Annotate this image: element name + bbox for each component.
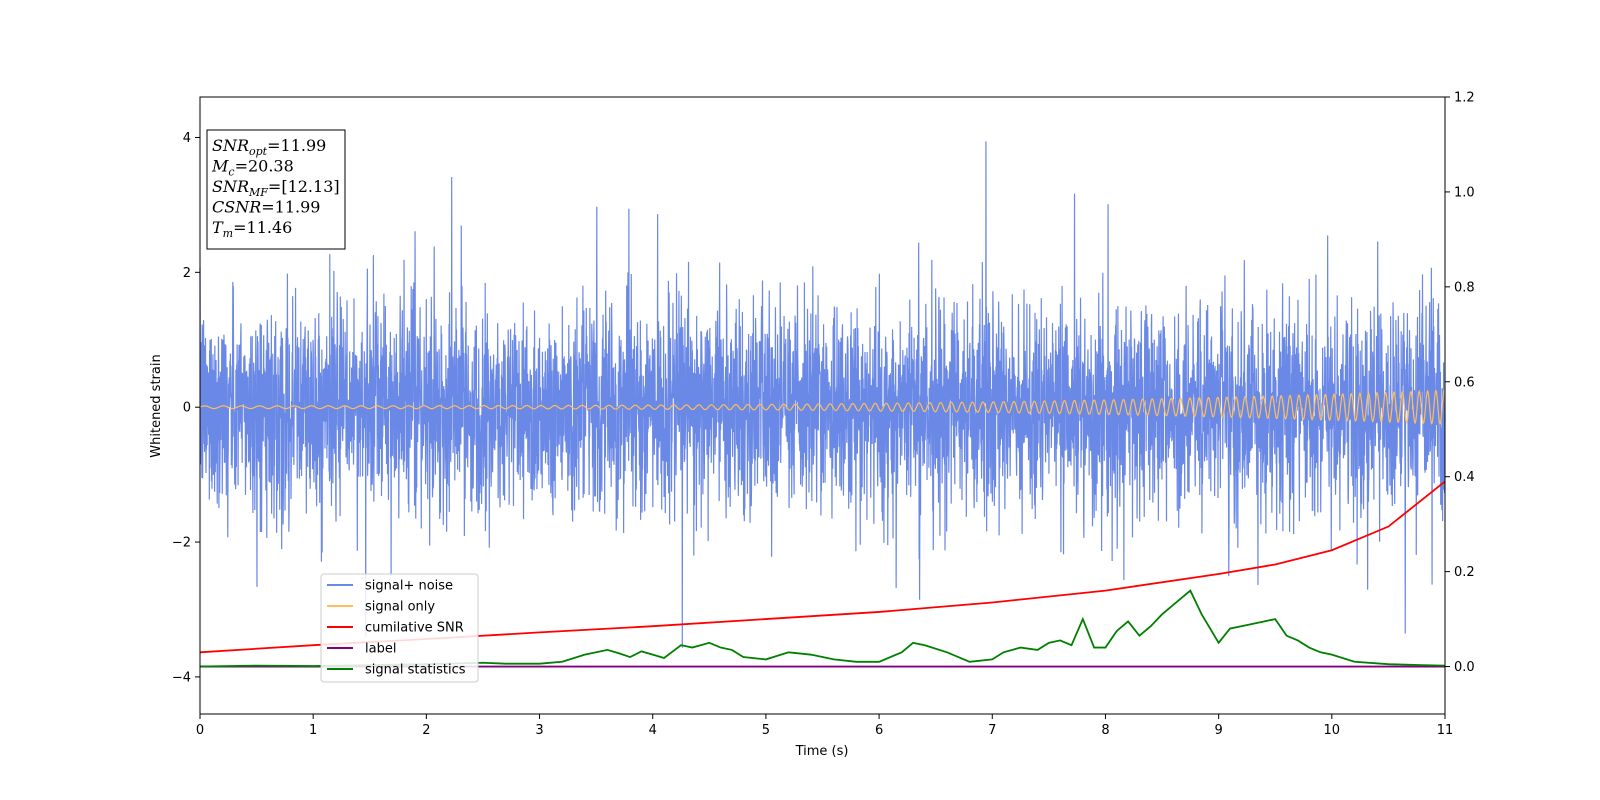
x-tick-label: 8 <box>1101 723 1109 738</box>
series-signal-only <box>199 389 1446 426</box>
x-tick-label: 11 <box>1437 723 1454 738</box>
x-tick-label: 6 <box>875 723 883 738</box>
y2-tick-label: 0.6 <box>1454 375 1475 390</box>
y-axis-left: −4 −2 0 2 4 <box>172 131 200 685</box>
legend-entry: signal only <box>365 600 435 615</box>
y2-tick-label: 0.8 <box>1454 280 1475 295</box>
y2-tick-label: 0.2 <box>1454 565 1475 580</box>
annotation-box: SNRopt=11.99Mc=20.38SNRMF=[12.13]CSNR=11… <box>206 129 346 250</box>
y-axis-right: 0.0 0.2 0.4 0.6 0.8 1.0 1.2 <box>1445 91 1475 675</box>
y-tick-label: −2 <box>172 536 191 551</box>
x-tick-label: 7 <box>988 723 996 738</box>
y2-tick-label: 0.4 <box>1454 470 1475 485</box>
y2-tick-label: 1.2 <box>1454 91 1475 106</box>
y-tick-label: 4 <box>183 131 191 146</box>
x-tick-label: 2 <box>422 723 430 738</box>
x-tick-label: 4 <box>649 723 657 738</box>
x-tick-label: 9 <box>1214 723 1222 738</box>
legend-entry: label <box>365 642 396 657</box>
legend-entry: cumilative SNR <box>365 621 464 636</box>
annotation-line: Mc=20.38 <box>211 157 294 179</box>
y-axis-label: Whitened strain <box>149 354 164 457</box>
y2-tick-label: 1.0 <box>1454 185 1475 200</box>
x-axis: 0 1 2 3 4 5 6 7 8 9 10 11 <box>196 714 1453 738</box>
legend-frame <box>320 573 479 683</box>
series-signal-noise <box>199 141 1446 648</box>
x-tick-label: 0 <box>196 723 204 738</box>
legend-entry: signal statistics <box>365 663 466 678</box>
y-tick-label: 2 <box>183 266 191 281</box>
x-tick-label: 5 <box>762 723 770 738</box>
series-signal-statistics <box>199 589 1446 668</box>
annotation-frame <box>206 129 346 250</box>
y-tick-label: 0 <box>183 401 191 416</box>
x-axis-label: Time (s) <box>795 744 849 759</box>
x-tick-label: 1 <box>309 723 317 738</box>
annotation-line: CSNR=11.99 <box>212 198 320 217</box>
plot-frame <box>199 96 1446 715</box>
x-tick-label: 3 <box>535 723 543 738</box>
legend: signal+ noise signal only cumilative SNR la… <box>320 573 479 683</box>
annotation-line: SNRopt=11.99 <box>212 136 326 158</box>
y-tick-label: −4 <box>172 670 191 685</box>
y2-tick-label: 0.0 <box>1454 660 1475 675</box>
x-tick-label: 10 <box>1324 723 1341 738</box>
annotation-line: SNRMF=[12.13] <box>212 177 340 199</box>
annotation-line: Tm=11.46 <box>212 218 292 240</box>
legend-entry: signal+ noise <box>365 579 453 594</box>
